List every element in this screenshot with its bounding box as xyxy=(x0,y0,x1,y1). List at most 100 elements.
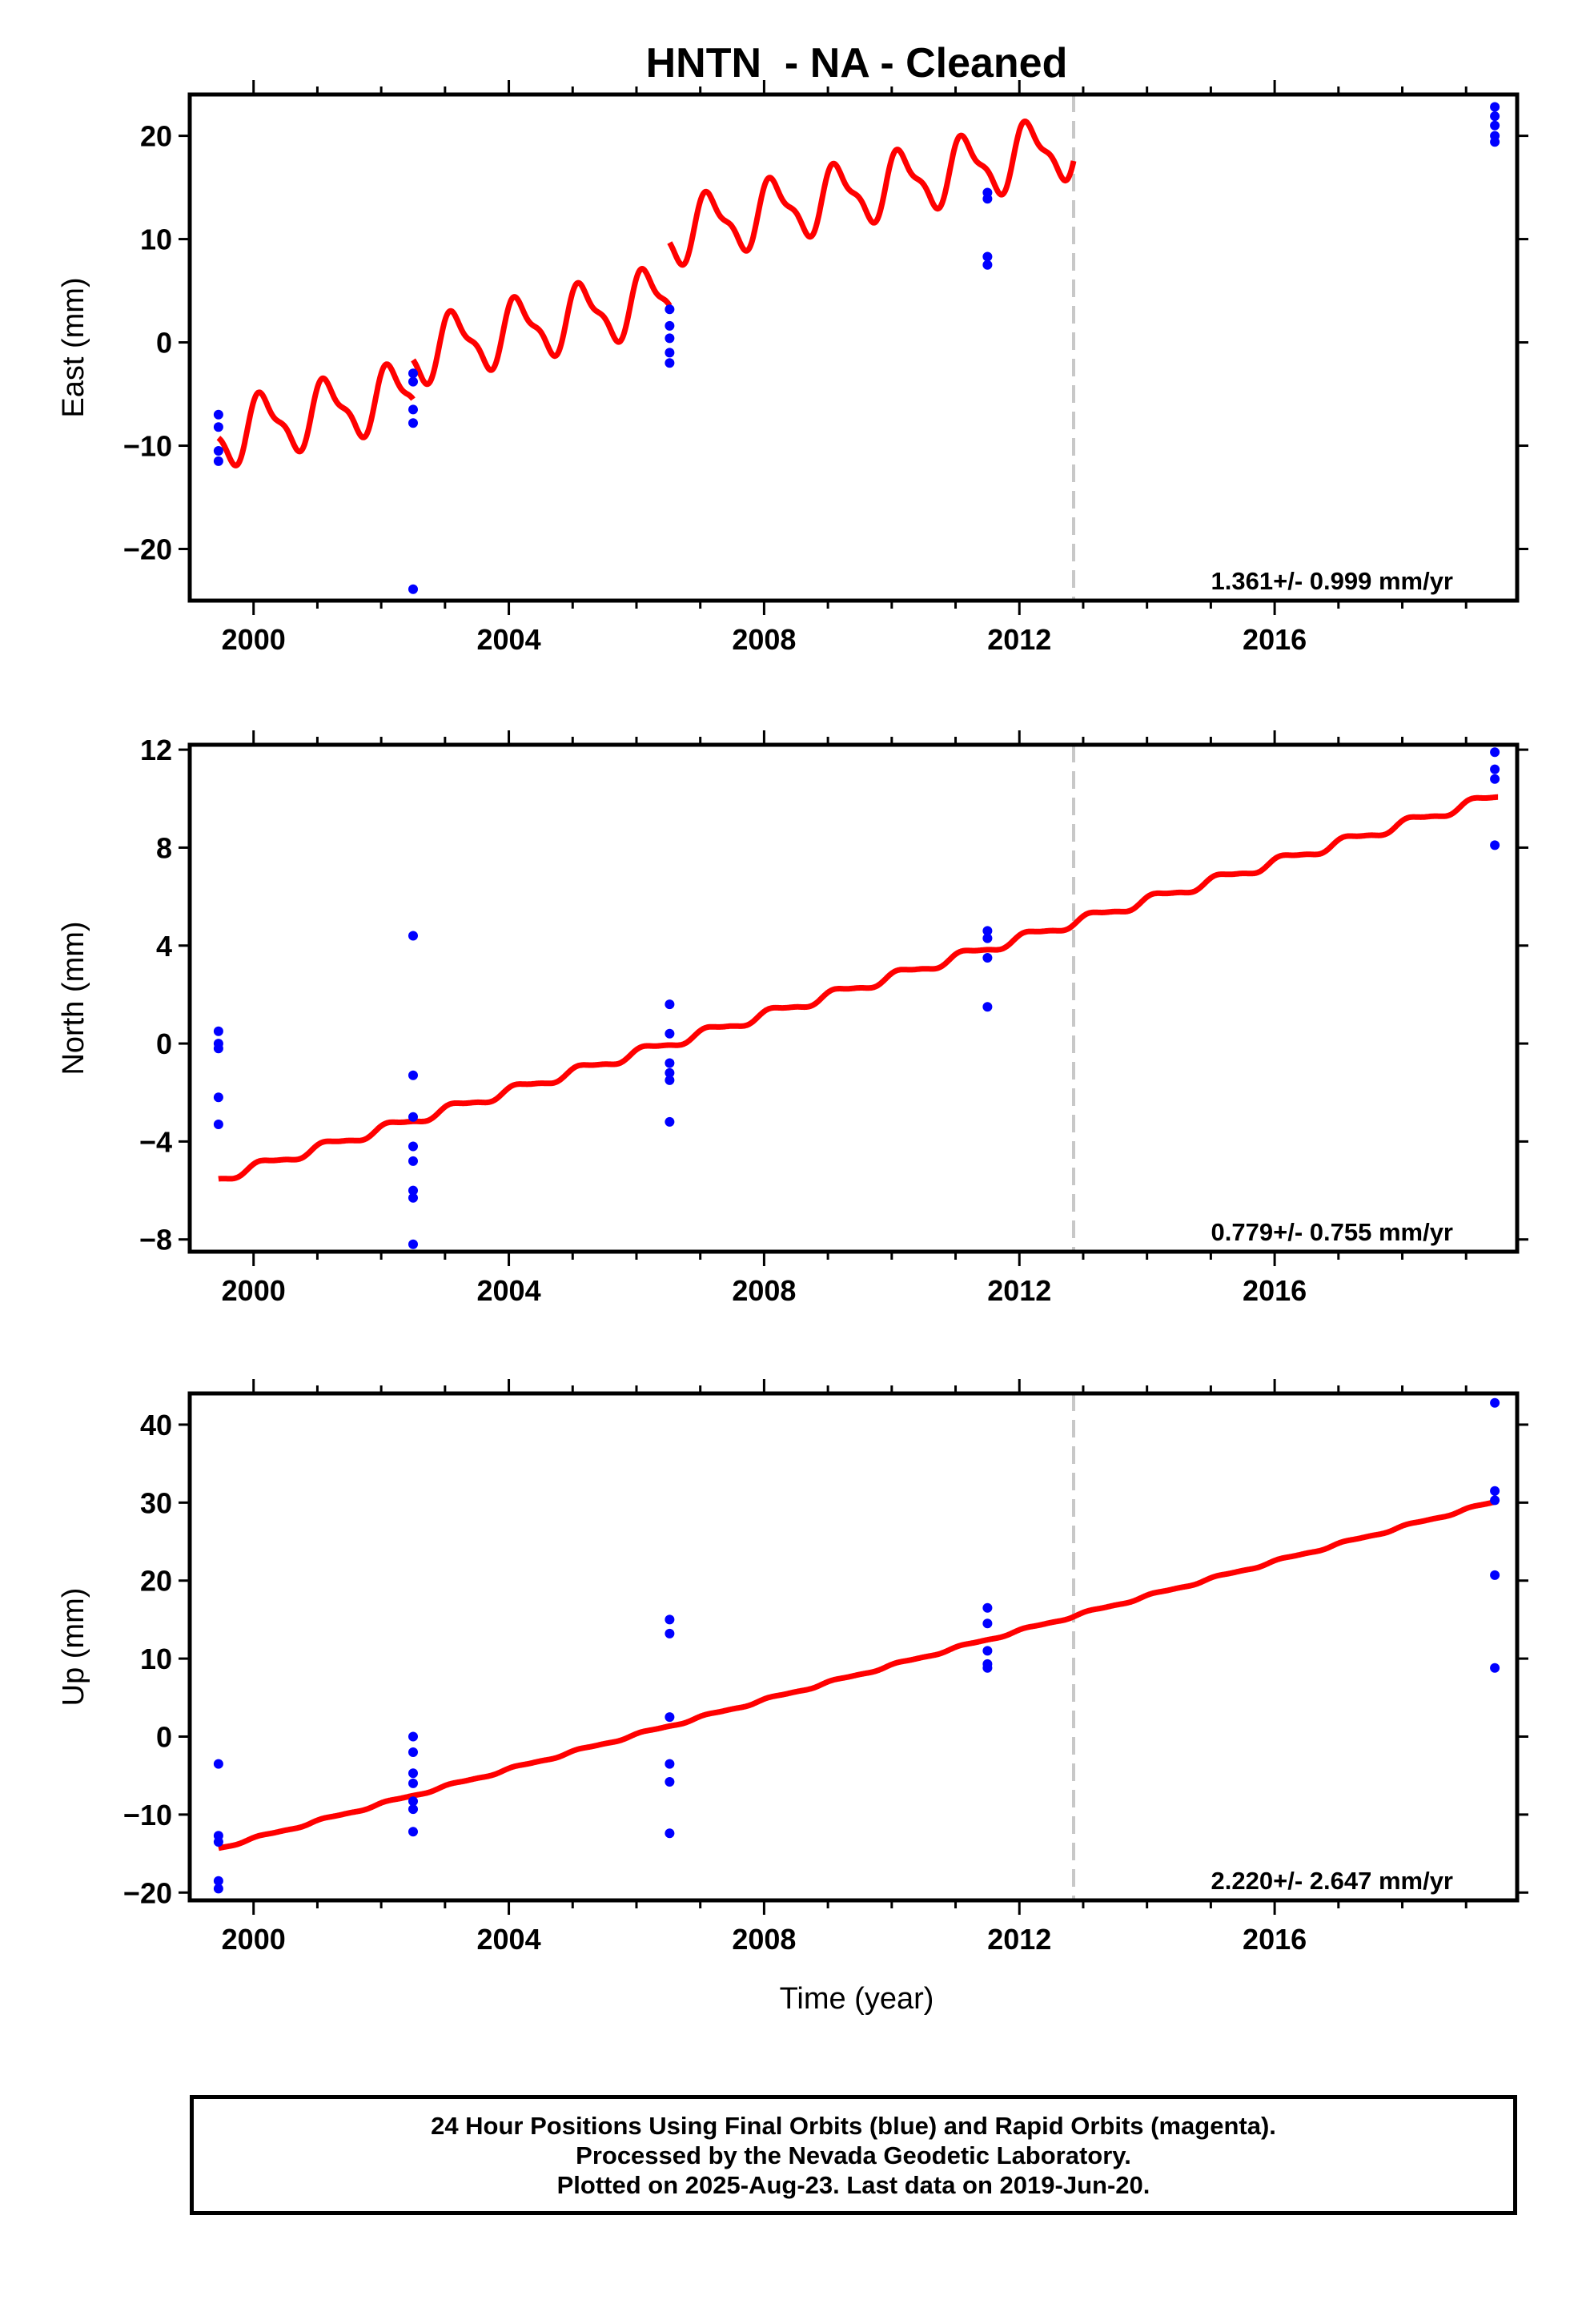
north-plot-frame xyxy=(187,742,1520,1254)
up-panel: −20 −10 0 10 20 30 40 2000 2004 2008 2012 2016 Up (m… xyxy=(57,1379,1528,1956)
up-y-tick-label: −10 xyxy=(123,1799,172,1831)
north-data-point xyxy=(982,1002,993,1012)
up-data-point xyxy=(213,1837,223,1847)
north-data-point xyxy=(408,1185,418,1196)
up-data-point xyxy=(665,1828,675,1839)
up-data-point xyxy=(408,1796,418,1807)
up-x-tick-label: 2012 xyxy=(987,1923,1051,1956)
up-y-tick-label: 40 xyxy=(140,1409,172,1441)
north-y-tick-label: 4 xyxy=(156,930,172,963)
up-plot-frame xyxy=(187,1391,1520,1903)
up-data-point xyxy=(213,1876,223,1886)
north-data-point xyxy=(408,1070,418,1080)
east-data-point xyxy=(665,358,675,368)
east-data-point xyxy=(665,333,675,344)
east-x-tick-label: 2008 xyxy=(732,623,796,656)
north-data-point xyxy=(665,1116,675,1127)
east-x-tick-label: 2016 xyxy=(1243,623,1307,656)
north-data-point xyxy=(408,1141,418,1152)
up-y-tick-label: 30 xyxy=(140,1486,172,1519)
east-data-point xyxy=(982,194,993,204)
east-x-tick-label: 2012 xyxy=(987,623,1051,656)
north-data-point xyxy=(408,931,418,941)
north-data-point xyxy=(982,926,993,936)
footer-info-box: 24 Hour Positions Using Final Orbits (bl… xyxy=(190,2095,1517,2215)
north-y-tick-label: −8 xyxy=(139,1224,172,1256)
up-data-point xyxy=(408,1747,418,1757)
up-rate-label: 2.220+/- 2.647 mm/yr xyxy=(1211,1867,1453,1895)
east-data-point xyxy=(982,251,993,262)
up-data-point xyxy=(408,1827,418,1837)
east-y-tick-label: 0 xyxy=(156,327,172,360)
north-y-axis-title: North (mm) xyxy=(57,921,90,1075)
east-data-point xyxy=(408,418,418,428)
north-y-tick-label: 12 xyxy=(140,734,172,766)
north-data-point xyxy=(665,1075,675,1085)
east-data-point xyxy=(665,348,675,358)
north-model-line xyxy=(216,794,1500,1182)
east-data-point xyxy=(1490,137,1500,147)
up-data-point xyxy=(408,1804,418,1815)
up-data-point xyxy=(1490,1397,1500,1408)
north-data-point xyxy=(213,1043,223,1054)
up-y-tick-label: 10 xyxy=(140,1642,172,1675)
north-rate-label: 0.779+/- 0.755 mm/yr xyxy=(1211,1218,1453,1246)
north-y-tick-label: 8 xyxy=(156,831,172,864)
up-data-point xyxy=(213,1759,223,1769)
east-y-tick-label: 10 xyxy=(140,223,172,256)
up-y-axis-title: Up (mm) xyxy=(57,1588,90,1707)
east-data-point xyxy=(408,584,418,594)
north-y-tick-label: 0 xyxy=(156,1027,172,1060)
north-panel: −8 −4 0 4 8 12 2000 2004 2008 2012 2016 North (mm) 0… xyxy=(57,730,1528,1307)
footer-line-1: 24 Hour Positions Using Final Orbits (bl… xyxy=(431,2111,1276,2140)
north-data-point xyxy=(1490,840,1500,850)
up-data-point xyxy=(1490,1495,1500,1506)
up-model-line xyxy=(216,1498,1500,1852)
north-data-point xyxy=(1490,747,1500,758)
north-data-point xyxy=(665,1058,675,1068)
east-y-tick-label: 20 xyxy=(140,120,172,153)
north-data-point xyxy=(213,1092,223,1103)
footer-line-2: Processed by the Nevada Geodetic Laborat… xyxy=(576,2141,1131,2169)
up-data-point xyxy=(665,1777,675,1787)
east-data-point xyxy=(408,404,418,415)
up-data-point xyxy=(982,1663,993,1673)
east-data-point xyxy=(213,446,223,456)
north-data-point xyxy=(213,1120,223,1129)
up-x-tick-label: 2004 xyxy=(477,1923,541,1956)
up-data-point xyxy=(408,1768,418,1779)
north-data-point xyxy=(982,953,993,963)
up-data-point xyxy=(665,1614,675,1625)
east-data-point xyxy=(1490,120,1500,131)
footer-line-3: Plotted on 2025-Aug-23. Last data on 201… xyxy=(556,2170,1150,2199)
east-y-tick-label: −10 xyxy=(123,430,172,463)
east-data-point xyxy=(1490,111,1500,122)
north-data-point xyxy=(665,999,675,1010)
east-panel: −20 −10 0 10 20 2000 2004 2008 2012 2016 East (mm)… xyxy=(57,80,1528,656)
north-data-point xyxy=(408,1112,418,1122)
up-x-tick-label: 2016 xyxy=(1243,1923,1307,1956)
east-x-tick-label: 2000 xyxy=(222,623,286,656)
up-data-point xyxy=(665,1712,675,1723)
up-data-point xyxy=(1490,1663,1500,1673)
east-rate-label: 1.361+/- 0.999 mm/yr xyxy=(1211,567,1453,595)
east-data-point xyxy=(408,376,418,387)
up-data-point xyxy=(982,1646,993,1656)
north-data-point xyxy=(982,933,993,943)
north-data-point xyxy=(213,1026,223,1036)
up-data-point xyxy=(982,1618,993,1629)
east-data-point xyxy=(213,422,223,432)
up-data-point xyxy=(665,1628,675,1638)
up-x-tick-label: 2008 xyxy=(732,1923,796,1956)
north-data-point xyxy=(665,1028,675,1039)
east-y-axis-title: East (mm) xyxy=(57,277,90,417)
east-data-point xyxy=(213,456,223,466)
north-data-point xyxy=(408,1239,418,1249)
east-data-point xyxy=(1490,102,1500,112)
up-y-tick-label: 20 xyxy=(140,1565,172,1598)
north-data-point xyxy=(408,1192,418,1203)
up-data-point xyxy=(1490,1486,1500,1496)
x-axis-title: Time (year) xyxy=(780,1982,934,2016)
